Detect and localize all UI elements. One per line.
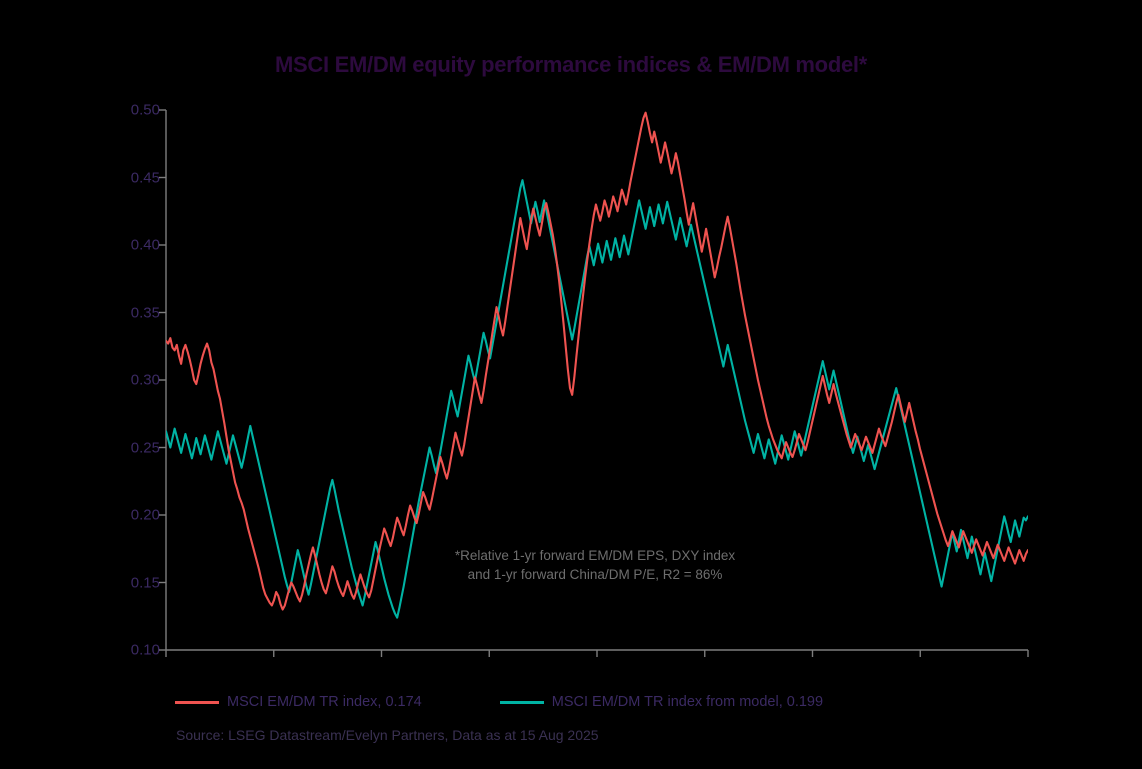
legend-swatch-actual [175, 700, 219, 704]
y-tick-label: 0.30 [130, 371, 160, 389]
y-tick-label: 0.10 [130, 641, 160, 659]
chart-annotation: *Relative 1-yr forward EM/DM EPS, DXY in… [454, 548, 736, 582]
legend-label-model: MSCI EM/DM TR index from model, 0.199 [551, 694, 824, 710]
chart-legend: MSCI EM/DM TR index, 0.174 MSCI EM/DM TR… [175, 694, 823, 710]
legend-item-actual: MSCI EM/DM TR index, 0.174 [175, 694, 422, 710]
y-axis-tick-labels: 0.10 0.15 0.20 0.25 0.30 0.35 0.40 0.45 0.50 [112, 102, 160, 659]
y-tick-label: 0.20 [130, 506, 160, 524]
source-note: Source: LSEG Datastream/Evelyn Partners,… [176, 727, 599, 743]
y-tick-label: 0.25 [130, 439, 160, 456]
series-lines [166, 111, 1028, 619]
y-tick-label: 0.15 [130, 574, 160, 591]
series-line-actual [166, 111, 1028, 611]
legend-item-model: MSCI EM/DM TR index from model, 0.199 [499, 694, 824, 710]
y-tick-label: 0.40 [130, 236, 160, 254]
y-tick-label: 0.45 [130, 169, 160, 186]
plot-area [166, 110, 1028, 650]
series-line-model [166, 179, 1028, 619]
y-tick-label: 0.50 [130, 101, 160, 119]
chart-title: MSCI EM/DM equity performance indices & … [275, 52, 867, 77]
legend-swatch-model [499, 700, 544, 704]
y-tick-label: 0.35 [130, 304, 160, 321]
legend-label-actual: MSCI EM/DM TR index, 0.174 [227, 694, 422, 710]
